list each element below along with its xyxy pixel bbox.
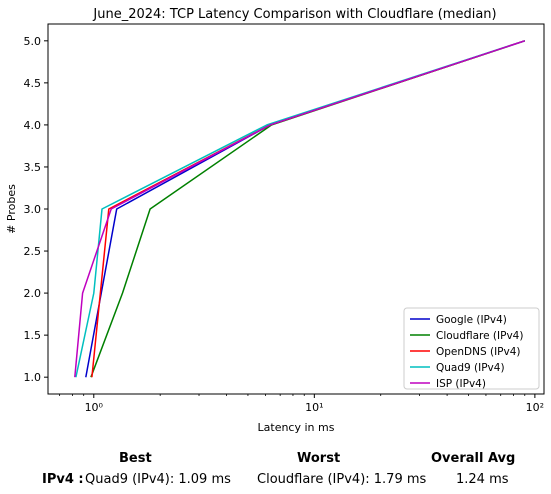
y-tick-label: 3.5 — [24, 161, 42, 174]
y-axis-label: # Probes — [5, 184, 18, 234]
chart-title: June_2024: TCP Latency Comparison with C… — [92, 7, 496, 22]
y-tick-label: 4.5 — [24, 77, 42, 90]
legend-label-cloudflare-ipv4: Cloudflare (IPv4) — [436, 330, 523, 342]
series-line-isp-ipv4 — [74, 40, 526, 378]
y-tick-label: 2.5 — [24, 245, 42, 258]
y-tick-label: 4.0 — [24, 119, 42, 132]
y-tick-label: 2.0 — [24, 287, 42, 300]
y-tick-label: 3.0 — [24, 203, 42, 216]
latency-chart: June_2024: TCP Latency Comparison with C… — [5, 7, 545, 434]
overall-avg-value: 1.24 ms — [456, 472, 509, 487]
best-header: Best — [119, 451, 152, 466]
y-tick-label: 1.0 — [24, 371, 42, 384]
x-tick-label: 10¹ — [305, 401, 323, 414]
legend-label-opendns-ipv4: OpenDNS (IPv4) — [436, 346, 521, 358]
worst-header: Worst — [297, 451, 341, 466]
legend-box — [403, 307, 540, 390]
legend-label-quad9-ipv4: Quad9 (IPv4) — [436, 362, 505, 374]
ipv4-row-label: IPv4 : — [42, 472, 84, 487]
legend-label-google-ipv4: Google (IPv4) — [436, 314, 507, 326]
overall-avg-header: Overall Avg — [431, 451, 516, 466]
worst-value: Cloudflare (IPv4): 1.79 ms — [257, 472, 427, 487]
legend: Google (IPv4) Cloudflare (IPv4) OpenDNS (I… — [403, 307, 540, 390]
legend-label-isp-ipv4: ISP (IPv4) — [436, 378, 486, 390]
y-tick-label: 5.0 — [24, 35, 42, 48]
best-value: Quad9 (IPv4): 1.09 ms — [85, 472, 231, 487]
x-tick-label: 10⁰ — [85, 401, 104, 414]
y-tick-label: 1.5 — [24, 329, 42, 342]
x-tick-label: 10² — [526, 401, 544, 414]
x-axis-label: Latency in ms — [258, 421, 335, 434]
